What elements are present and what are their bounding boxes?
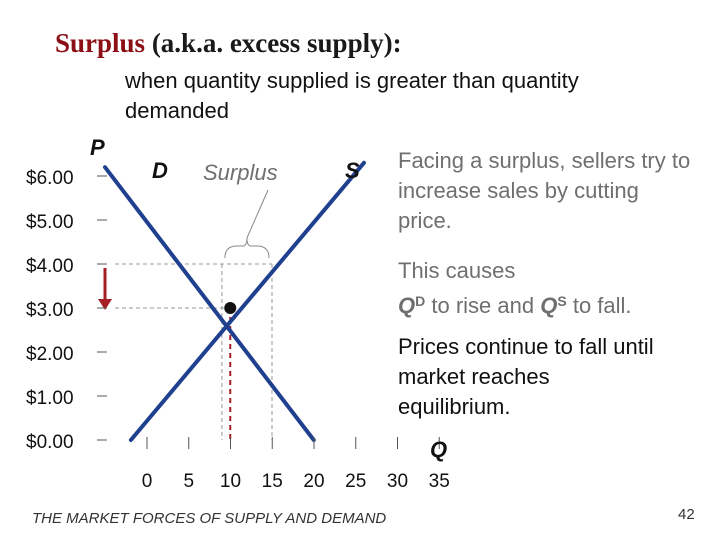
note-quantity-changes: This causes QD to rise and QS to fall.: [398, 256, 698, 321]
axis-ticks: $0.00 $1.00 $2.00 $3.00 $4.00 $5.00 $6.00 0 5 10 1…: [26, 168, 450, 492]
demand-curve: [103, 165, 316, 442]
y-tick-label: $6.00: [26, 168, 74, 189]
curves: [103, 160, 366, 442]
note-end: to fall.: [572, 293, 632, 318]
x-tick-label: 5: [183, 471, 194, 492]
title-rest: (a.k.a. excess supply):: [145, 28, 402, 58]
qd-symbol: Q: [398, 293, 416, 318]
y-axis-label: P: [90, 135, 105, 160]
price-drop-arrow-head: [98, 299, 112, 310]
surplus-label: Surplus: [203, 160, 278, 185]
y-tick-label: $0.00: [26, 432, 74, 453]
equilibrium-point: [224, 302, 237, 314]
title-keyword: Surplus: [55, 28, 146, 58]
surplus-leader-line: [246, 189, 269, 239]
x-tick-label: 20: [303, 471, 324, 492]
x-tick-label: 0: [142, 471, 153, 492]
x-tick-label: 10: [220, 471, 241, 492]
qd-superscript: D: [415, 293, 426, 309]
y-tick-label: $5.00: [26, 212, 74, 233]
surplus-bracket: [224, 237, 270, 259]
slide-title: Surplus (a.k.a. excess supply):: [55, 28, 402, 59]
supply-curve-label: S: [345, 158, 360, 183]
page-number: 42: [678, 506, 695, 523]
note-mid: to rise and: [431, 293, 535, 318]
slide-subtitle: when quantity supplied is greater than q…: [125, 68, 579, 123]
x-tick-label: 35: [429, 471, 450, 492]
chart-marks: [98, 189, 270, 314]
y-tick-label: $1.00: [26, 388, 74, 409]
note-equilibrium: Prices continue to fall until market rea…: [398, 334, 654, 419]
note-surplus-response: Facing a surplus, sellers try to increas…: [398, 148, 691, 233]
x-tick-label: 25: [345, 471, 366, 492]
x-tick-label: 30: [387, 471, 408, 492]
footer-text: THE MARKET FORCES OF SUPPLY AND DEMAND: [32, 510, 387, 527]
y-tick-label: $2.00: [26, 344, 74, 365]
qs-symbol: Q: [540, 293, 558, 318]
qs-superscript: S: [557, 293, 567, 309]
supply-curve: [128, 160, 366, 442]
y-tick-label: $4.00: [26, 256, 74, 277]
y-tick-label: $3.00: [26, 300, 74, 321]
x-tick-label: 15: [262, 471, 283, 492]
x-axis-label: Q: [430, 437, 447, 462]
note-lead: This causes: [398, 258, 516, 283]
demand-curve-label: D: [152, 158, 168, 183]
